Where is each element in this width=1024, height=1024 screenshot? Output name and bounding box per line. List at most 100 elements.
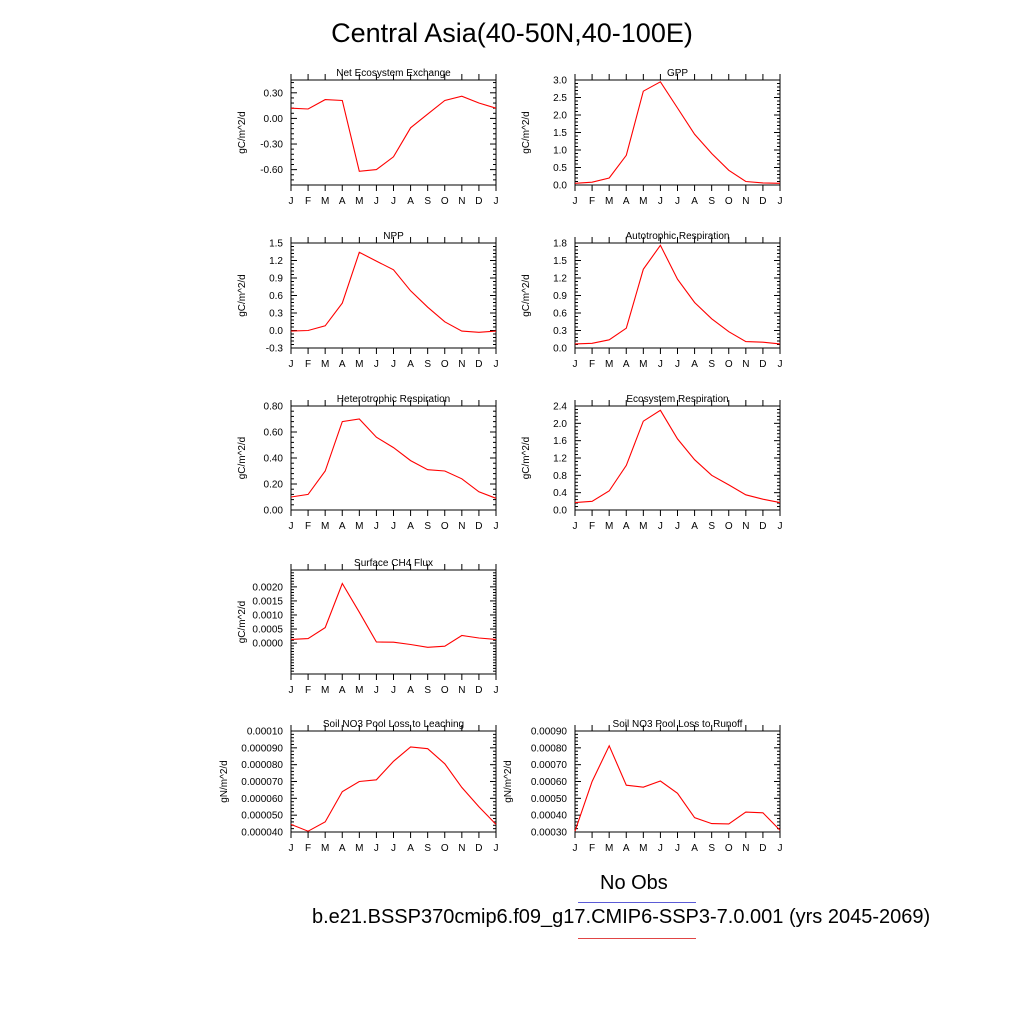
y-tick-label: 0.00080 [531, 743, 568, 754]
y-tick-label: 0.9 [553, 291, 567, 302]
x-tick-label: J [391, 359, 396, 370]
y-tick-label: 1.5 [553, 256, 567, 267]
y-tick-label: 2.5 [553, 93, 567, 104]
plot-frame [574, 405, 781, 511]
y-tick-label: 1.6 [553, 436, 567, 447]
x-tick-label: S [708, 196, 715, 207]
x-tick-label: S [424, 521, 431, 532]
x-tick-label: J [658, 843, 663, 854]
x-tick-label: N [742, 359, 749, 370]
panel-autotrophic-respiration: Autotrophic Respiration gC/m^2/d 0.0 0.3 0.6… [521, 231, 783, 370]
x-tick-label: N [742, 196, 749, 207]
y-tick-label: 0.3 [269, 309, 283, 320]
x-tick-label: A [407, 685, 414, 696]
plot-frame [574, 730, 781, 833]
series-line [574, 409, 781, 504]
y-axis-label: gC/m^2/d [237, 274, 248, 317]
x-tick-label: J [573, 196, 578, 207]
x-tick-label: J [494, 196, 499, 207]
y-tick-label: 0.00090 [531, 727, 568, 738]
panel-title: Net Ecosystem Exchange [336, 68, 451, 79]
x-tick-label: J [391, 196, 396, 207]
y-tick-label: 0.00 [264, 114, 284, 125]
x-tick-label: J [675, 196, 680, 207]
x-tick-label: M [355, 521, 363, 532]
x-tick-label: A [691, 521, 698, 532]
x-tick-label: S [708, 843, 715, 854]
y-tick-label: 0.00010 [247, 727, 284, 738]
x-tick-label: J [289, 521, 294, 532]
x-tick-label: J [374, 521, 379, 532]
y-tick-label: 0.000080 [241, 760, 283, 771]
x-tick-label: J [391, 521, 396, 532]
y-tick-label: 0.0010 [252, 610, 283, 621]
panel-heterotrophic-respiration: Heterotrophic Respiration gC/m^2/d 0.00 0.2… [237, 394, 499, 532]
y-tick-label: 0.0015 [252, 596, 283, 607]
x-tick-label: M [639, 521, 647, 532]
x-tick-label: D [475, 359, 482, 370]
y-tick-label: 1.0 [553, 146, 567, 157]
panel-title: Heterotrophic Respiration [337, 394, 450, 405]
y-tick-label: 2.4 [553, 402, 567, 413]
x-tick-label: J [494, 685, 499, 696]
x-tick-label: D [475, 521, 482, 532]
y-tick-label: 0.0005 [252, 625, 283, 636]
series-line [574, 244, 781, 345]
y-tick-label: 0.40 [264, 454, 284, 465]
y-tick-label: 0.000090 [241, 743, 283, 754]
panel-net-ecosystem-exchange: Net Ecosystem Exchange gC/m^2/d -0.60 -0.30… [237, 68, 499, 207]
x-tick-label: J [675, 843, 680, 854]
x-tick-label: N [458, 843, 465, 854]
x-tick-label: A [623, 521, 630, 532]
x-tick-label: A [339, 843, 346, 854]
x-tick-label: F [589, 521, 595, 532]
x-tick-label: J [289, 359, 294, 370]
series-line [290, 746, 497, 832]
x-tick-label: J [675, 359, 680, 370]
panel-title: Ecosystem Respiration [626, 394, 728, 405]
x-tick-label: M [321, 196, 329, 207]
panel-title: GPP [667, 68, 688, 79]
x-tick-label: S [708, 521, 715, 532]
x-tick-label: A [407, 196, 414, 207]
x-tick-label: D [759, 521, 766, 532]
y-tick-label: 0.20 [264, 480, 284, 491]
plot-frame [290, 405, 497, 511]
panel-title: Autotrophic Respiration [626, 231, 730, 242]
y-tick-label: 0.6 [269, 291, 283, 302]
x-tick-label: M [355, 843, 363, 854]
x-tick-label: M [355, 359, 363, 370]
y-axis-label: gN/m^2/d [219, 760, 230, 803]
x-tick-label: F [305, 521, 311, 532]
y-axis-label: gC/m^2/d [237, 111, 248, 154]
y-tick-label: 0.30 [264, 88, 284, 99]
x-tick-label: D [475, 196, 482, 207]
y-tick-label: 0.80 [264, 402, 284, 413]
y-tick-label: 0.0 [269, 326, 283, 337]
plot-frame [574, 242, 781, 349]
y-axis-label: gN/m^2/d [503, 760, 514, 803]
x-tick-label: M [605, 521, 613, 532]
x-tick-label: F [305, 685, 311, 696]
x-tick-label: A [623, 196, 630, 207]
panel-title: Soil NO3 Pool Loss to Runoff [613, 719, 743, 730]
y-axis-label: gC/m^2/d [521, 274, 532, 317]
series-line [290, 582, 497, 648]
x-tick-label: A [339, 359, 346, 370]
x-tick-label: J [573, 843, 578, 854]
x-tick-label: A [623, 843, 630, 854]
y-axis-label: gC/m^2/d [237, 437, 248, 480]
x-tick-label: M [355, 196, 363, 207]
x-tick-label: D [475, 685, 482, 696]
y-tick-label: 2.0 [553, 419, 567, 430]
plot-frame [290, 569, 497, 675]
legend-obs-line [578, 902, 696, 903]
series-line [574, 744, 781, 832]
x-tick-label: M [321, 359, 329, 370]
y-axis-label: gC/m^2/d [521, 111, 532, 154]
panel-soil-no3-pool-loss-to-runoff: Soil NO3 Pool Loss to Runoff gN/m^2/d 0.00… [503, 719, 783, 854]
x-tick-label: J [778, 196, 783, 207]
page-title: Central Asia(40-50N,40-100E) [331, 18, 693, 48]
x-tick-label: A [407, 521, 414, 532]
